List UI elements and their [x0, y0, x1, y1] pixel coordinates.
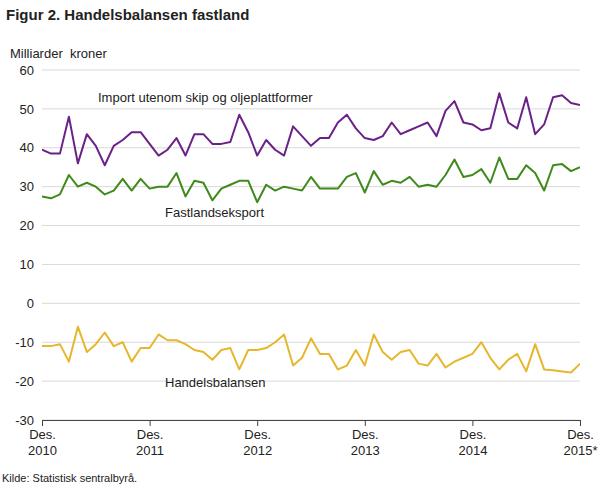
series-label: Handelsbalansen — [165, 375, 265, 390]
series-line — [42, 327, 580, 373]
grid-line — [42, 225, 580, 226]
x-tick-label-line: Des. — [567, 427, 594, 442]
y-tick: 20 — [20, 218, 42, 233]
x-tick-label-line: Des. — [137, 427, 164, 442]
y-axis: -30 -20 -10 0 10 20 30 40 50 60 — [15, 63, 42, 428]
y-axis-title: Milliarder kroner — [10, 46, 107, 61]
y-tick: 10 — [20, 257, 42, 272]
x-axis-line — [43, 421, 581, 427]
y-tick: 50 — [20, 102, 42, 117]
y-tick-label: 30 — [20, 179, 34, 194]
x-tick-label-line: Des. — [460, 427, 487, 442]
x-tick-label-line: 2015* — [564, 443, 598, 458]
x-tick-mark — [42, 420, 43, 426]
x-tick: Des.2012 — [243, 420, 272, 458]
x-tick-mark — [472, 420, 473, 426]
y-tick: 30 — [20, 179, 42, 194]
x-tick-label-line: Des. — [29, 427, 56, 442]
x-axis: Des.2010Des.2011Des.2012Des.2013Des.2014… — [28, 420, 597, 458]
y-tick-label: -20 — [15, 374, 34, 389]
y-tick-label: -10 — [15, 335, 34, 350]
y-tick-label: 10 — [20, 257, 34, 272]
x-tick: Des.2010 — [28, 420, 57, 458]
x-tick-label: Des.2014 — [458, 427, 487, 458]
y-tick: -10 — [15, 335, 42, 350]
x-tick-label-line: Des. — [244, 427, 271, 442]
grid-line — [42, 264, 580, 265]
x-tick-label-line: 2011 — [136, 443, 164, 458]
chart-container: Figur 2. Handelsbalansen fastland Milliar… — [0, 0, 609, 488]
x-tick-mark — [150, 420, 151, 426]
series-line — [42, 158, 580, 203]
x-tick-label: Des.2015* — [564, 427, 598, 458]
y-tick-label: 20 — [20, 218, 34, 233]
x-tick: Des.2014 — [458, 420, 487, 458]
y-tick-label: 0 — [27, 296, 34, 311]
x-tick-mark — [580, 420, 581, 426]
x-tick: Des.2013 — [351, 420, 380, 458]
grid-line — [42, 147, 580, 148]
x-tick-label: Des.2012 — [243, 427, 272, 458]
chart-svg: Figur 2. Handelsbalansen fastland Milliar… — [0, 0, 609, 488]
y-tick-label: 40 — [20, 140, 34, 155]
x-tick-label: Des.2011 — [136, 427, 164, 458]
y-tick: 60 — [20, 63, 42, 78]
y-tick: -30 — [15, 413, 42, 428]
grid-line — [42, 186, 580, 187]
grid-line — [42, 108, 580, 109]
series-label: Fastlandseksport — [165, 205, 264, 220]
x-tick: Des.2011 — [136, 420, 164, 458]
x-tick-label-line: 2013 — [351, 443, 380, 458]
x-tick: Des.2015* — [564, 420, 598, 458]
y-tick: 0 — [27, 296, 42, 311]
y-tick-label: 50 — [20, 102, 34, 117]
y-tick-label: 60 — [20, 63, 34, 78]
x-tick-label-line: 2012 — [243, 443, 272, 458]
title: Figur 2. Handelsbalansen fastland — [6, 6, 249, 23]
x-tick-mark — [257, 420, 258, 426]
grid-line — [42, 303, 580, 304]
x-tick-label: Des.2010 — [28, 427, 57, 458]
y-axis-line — [42, 71, 43, 421]
y-tick-label: -30 — [15, 413, 34, 428]
x-tick-mark — [365, 420, 366, 426]
x-tick-label-line: 2010 — [28, 443, 57, 458]
grid-line — [42, 70, 580, 71]
grid — [42, 70, 580, 420]
y-tick: -20 — [15, 374, 42, 389]
series-label: Import utenom skip og oljeplattformer — [98, 90, 313, 105]
x-tick-label: Des.2013 — [351, 427, 380, 458]
x-tick-label-line: 2014 — [458, 443, 487, 458]
grid-line — [42, 381, 580, 382]
y-tick: 40 — [20, 140, 42, 155]
x-tick-label-line: Des. — [352, 427, 379, 442]
source: Kilde: Statistisk sentralbyrå. — [2, 472, 137, 484]
plot-area — [42, 93, 580, 372]
